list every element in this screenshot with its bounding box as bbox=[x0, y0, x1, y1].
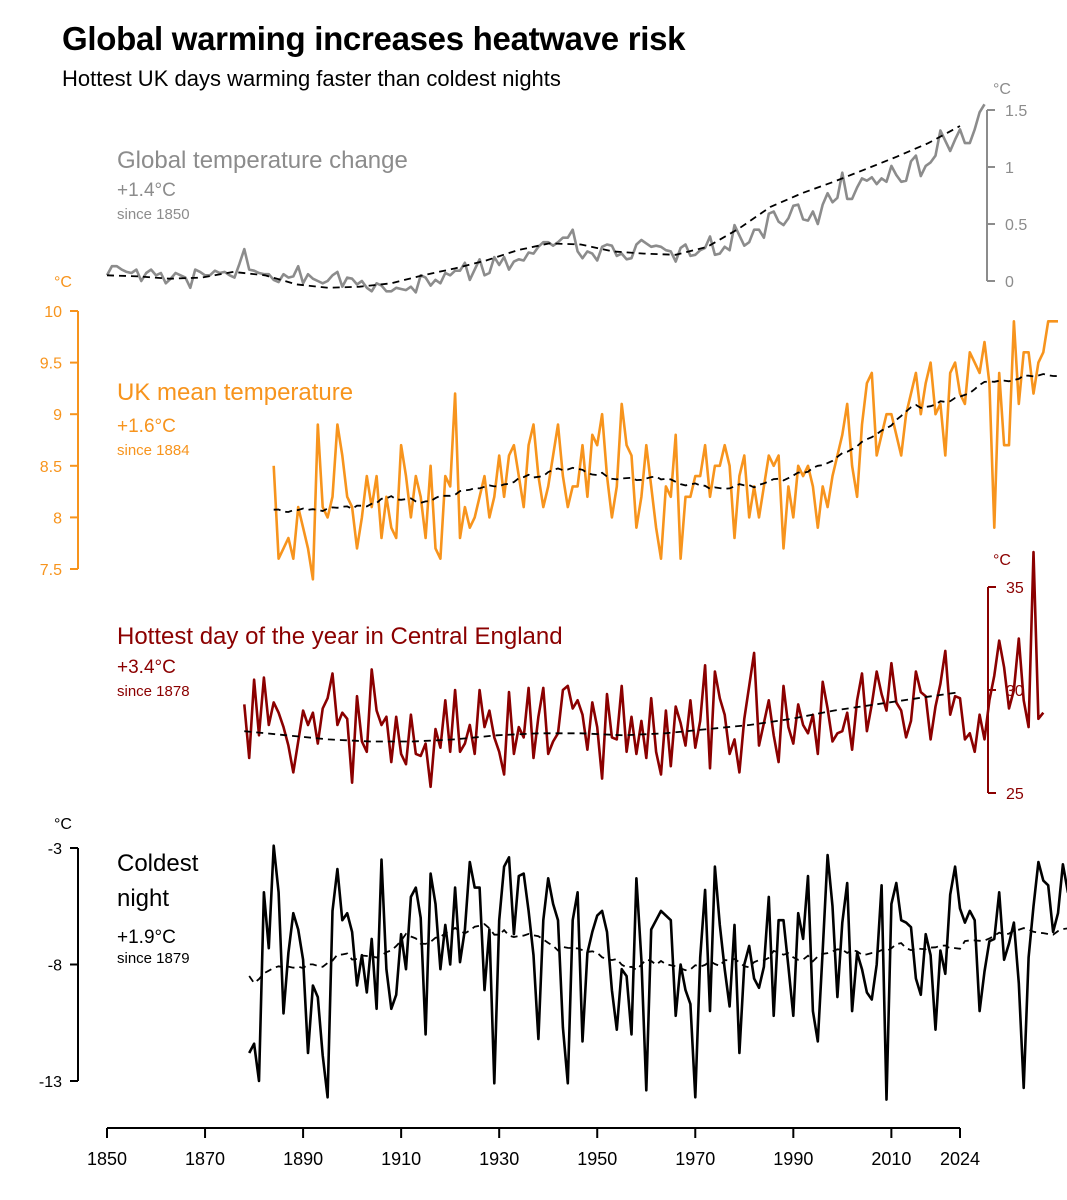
x-tick-label: 1950 bbox=[577, 1149, 617, 1169]
uk_hottest-change-value: +3.4°C bbox=[117, 657, 176, 678]
chart-subtitle: Hottest UK days warming faster than cold… bbox=[62, 66, 561, 91]
global-series-line bbox=[105, 103, 986, 294]
global-y-tick-label: 1.5 bbox=[1005, 103, 1027, 120]
uk_mean-series-line bbox=[272, 319, 1058, 581]
uk_mean-trend-line bbox=[273, 373, 1059, 513]
x-tick-label: 1910 bbox=[381, 1149, 421, 1169]
global-y-tick-label: 0 bbox=[1005, 274, 1014, 291]
uk_mean-y-tick-label: 8 bbox=[53, 510, 62, 527]
uk_mean-y-tick-label: 9.5 bbox=[40, 356, 62, 373]
uk_mean-y-tick-label: 10 bbox=[44, 304, 62, 321]
uk_coldest-trend-line bbox=[248, 923, 1067, 985]
panel-uk_mean: 7.5 8 8.5 9 9.5 10 °C UK mean temperature +1.6°C… bbox=[40, 274, 1059, 581]
uk_coldest-series-name-line2: night bbox=[117, 885, 169, 912]
chart-panels: 0 0.5 1 1.5 °C Global temperature change +1.4°… bbox=[39, 81, 1067, 1101]
global-y-tick-label: 0.5 bbox=[1005, 217, 1027, 234]
uk_hottest-series-line bbox=[243, 550, 1045, 789]
uk_hottest-series-name: Hottest day of the year in Central Engla… bbox=[117, 623, 563, 650]
uk_coldest-unit-label: °C bbox=[54, 816, 72, 833]
uk_coldest-y-tick-label: -8 bbox=[48, 958, 62, 975]
x-axis: 1850 1870 1890 1910 1930 1950 1970 1990 2010 2024 bbox=[87, 1127, 980, 1169]
panel-uk_hottest: 25 30 35 °C Hottest day of the year in Centr… bbox=[117, 550, 1045, 803]
x-tick-label: 2010 bbox=[871, 1149, 911, 1169]
chart-title: Global warming increases heatwave risk bbox=[62, 20, 686, 57]
uk_coldest-y-tick-label: -13 bbox=[39, 1074, 62, 1091]
panel-global: 0 0.5 1 1.5 °C Global temperature change +1.4°… bbox=[105, 81, 1027, 294]
uk_hottest-unit-label: °C bbox=[993, 552, 1011, 569]
uk_mean-change-value: +1.6°C bbox=[117, 416, 176, 437]
x-tick-label: 1990 bbox=[773, 1149, 813, 1169]
uk_hottest-y-tick-label: 30 bbox=[1006, 683, 1024, 700]
x-tick-label: 1870 bbox=[185, 1149, 225, 1169]
x-tick-label: 1970 bbox=[675, 1149, 715, 1169]
uk_mean-y-tick-label: 7.5 bbox=[40, 562, 62, 579]
x-tick-label: 2024 bbox=[940, 1149, 980, 1169]
uk_coldest-since-label: since 1879 bbox=[117, 950, 190, 967]
x-tick-label: 1850 bbox=[87, 1149, 127, 1169]
uk_coldest-series-line bbox=[248, 844, 1067, 1101]
panel-uk_coldest: -13 -8 -3 °C Coldest night +1.9°C since 1879 bbox=[39, 816, 1067, 1101]
uk_coldest-series-name-line1: Coldest bbox=[117, 850, 199, 877]
global-series-name: Global temperature change bbox=[117, 147, 408, 174]
x-tick-label: 1930 bbox=[479, 1149, 519, 1169]
global-since-label: since 1850 bbox=[117, 206, 190, 223]
global-y-tick-label: 1 bbox=[1005, 160, 1014, 177]
uk_coldest-change-value: +1.9°C bbox=[117, 927, 176, 948]
uk_mean-y-tick-label: 8.5 bbox=[40, 459, 62, 476]
uk_coldest-y-tick-label: -3 bbox=[48, 841, 62, 858]
global-change-value: +1.4°C bbox=[117, 180, 176, 201]
uk_hottest-y-tick-label: 25 bbox=[1006, 786, 1024, 803]
uk_hottest-y-tick-label: 35 bbox=[1006, 580, 1024, 597]
uk_mean-unit-label: °C bbox=[54, 274, 72, 291]
global-trend-line bbox=[106, 125, 961, 289]
global-unit-label: °C bbox=[993, 81, 1011, 98]
uk_mean-series-name: UK mean temperature bbox=[117, 379, 353, 406]
uk_hottest-since-label: since 1878 bbox=[117, 683, 190, 700]
uk_mean-y-tick-label: 9 bbox=[53, 407, 62, 424]
x-tick-label: 1890 bbox=[283, 1149, 323, 1169]
uk_mean-since-label: since 1884 bbox=[117, 442, 190, 459]
